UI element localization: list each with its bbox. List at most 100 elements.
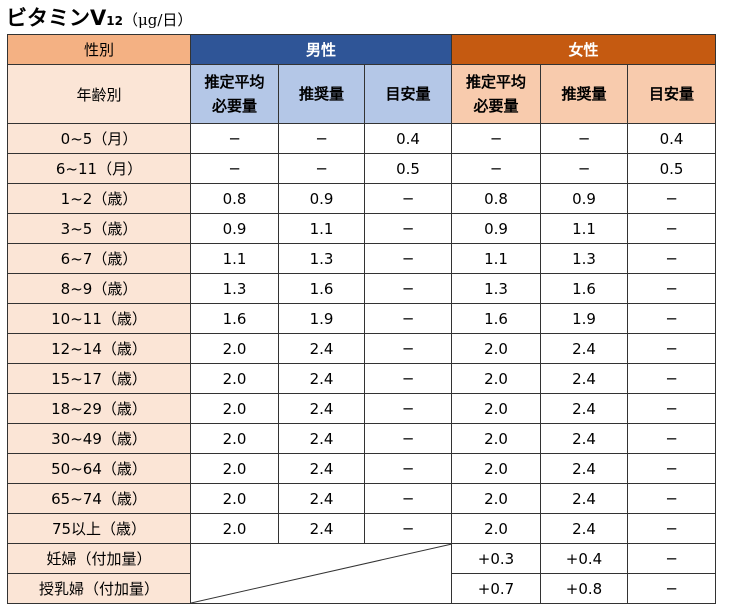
male-col-rda: 推奨量 [278,64,365,124]
male-value-cell: 2.4 [278,423,365,454]
female-extra-value-cell: ─ [627,543,716,574]
male-value-cell: ─ [190,153,279,184]
table-row: 8~9（歳） 1.3 1.6 ─ 1.3 1.6 ─ [7,273,716,304]
age-group-label: 8~9（歳） [7,273,191,304]
diagonal-slash [191,544,451,603]
female-col-ear-label: 推定平均必要量 [465,73,526,115]
female-value-cell: ─ [451,153,541,184]
table-row: 15~17（歳） 2.0 2.4 ─ 2.0 2.4 ─ [7,363,716,394]
female-col-rda: 推奨量 [540,64,628,124]
table-row: 3~5（歳） 0.9 1.1 ─ 0.9 1.1 ─ [7,213,716,244]
male-value-cell: 2.0 [190,483,279,514]
age-group-label: 15~17（歳） [7,363,191,394]
male-value-cell: ─ [364,183,452,214]
male-header: 男性 [190,34,452,65]
male-value-cell: ─ [364,393,452,424]
table-row: 18~29（歳） 2.0 2.4 ─ 2.0 2.4 ─ [7,393,716,424]
table-row-extra: 妊婦（付加量） +0.3 +0.4 ─ [7,543,716,604]
header-row-sex: 性別 男性 女性 [7,34,716,65]
male-value-cell: 2.0 [190,333,279,364]
female-value-cell: 0.9 [540,183,628,214]
male-value-cell: 2.4 [278,513,365,544]
female-value-cell: ─ [627,453,716,484]
female-value-cell: 2.4 [540,363,628,394]
female-value-cell: 0.5 [627,153,716,184]
female-value-cell: ─ [627,273,716,304]
female-value-cell: 2.0 [451,483,541,514]
table-row: 0~5（月） ─ ─ 0.4 ─ ─ 0.4 [7,123,716,154]
female-value-cell: 2.0 [451,513,541,544]
male-value-cell: ─ [278,153,365,184]
age-group-label: 6~7（歳） [7,243,191,274]
male-value-cell: ─ [278,123,365,154]
female-extra-value-cell: +0.3 [451,543,541,574]
title-subscript: 12 [106,14,123,28]
female-value-cell: 1.6 [451,303,541,334]
female-extra-value-cell: +0.4 [540,543,628,574]
female-value-cell: 0.4 [627,123,716,154]
female-value-cell: 2.4 [540,513,628,544]
table-row: 65~74（歳） 2.0 2.4 ─ 2.0 2.4 ─ [7,483,716,514]
female-value-cell: ─ [627,363,716,394]
table-row: 12~14（歳） 2.0 2.4 ─ 2.0 2.4 ─ [7,333,716,364]
male-value-cell: 2.4 [278,453,365,484]
table-row: 50~64（歳） 2.0 2.4 ─ 2.0 2.4 ─ [7,453,716,484]
age-group-label: 0~5（月） [7,123,191,154]
title-main: ビタミンV [6,6,107,30]
female-value-cell: ─ [627,483,716,514]
female-value-cell: 2.4 [540,333,628,364]
female-value-cell: 2.0 [451,333,541,364]
male-col-ear: 推定平均必要量 [190,64,279,124]
male-value-cell: 1.3 [278,243,365,274]
table-row: 1~2（歳） 0.8 0.9 ─ 0.8 0.9 ─ [7,183,716,214]
age-label-cell: 年齢別 [7,64,191,124]
female-value-cell: 1.1 [451,243,541,274]
male-value-cell: 1.3 [190,273,279,304]
male-not-applicable-cell [190,543,452,604]
extra-group-label: 妊婦（付加量） [7,543,191,574]
age-group-label: 12~14（歳） [7,333,191,364]
female-col-ai: 目安量 [627,64,716,124]
extra-group-label: 授乳婦（付加量） [7,573,191,604]
age-group-label: 75以上（歳） [7,513,191,544]
female-col-ear: 推定平均必要量 [451,64,541,124]
page-title: ビタミンV12（μg/日） [6,4,192,32]
male-col-ai: 目安量 [364,64,452,124]
female-value-cell: 1.9 [540,303,628,334]
male-value-cell: 2.0 [190,513,279,544]
male-value-cell: 2.0 [190,423,279,454]
male-value-cell: 1.1 [190,243,279,274]
male-value-cell: ─ [364,423,452,454]
male-value-cell: ─ [364,363,452,394]
female-extra-value-cell: +0.7 [451,573,541,604]
title-unit: （μg/日） [122,11,193,29]
female-value-cell: 1.3 [540,243,628,274]
male-value-cell: 2.4 [278,363,365,394]
male-value-cell: ─ [190,123,279,154]
table-row-extra: 授乳婦（付加量） +0.7 +0.8 ─ [7,573,716,604]
age-group-label: 3~5（歳） [7,213,191,244]
female-header: 女性 [451,34,716,65]
male-value-cell: ─ [364,333,452,364]
male-value-cell: ─ [364,453,452,484]
female-value-cell: 2.0 [451,453,541,484]
male-value-cell: ─ [364,213,452,244]
age-group-label: 6~11（月） [7,153,191,184]
female-value-cell: ─ [627,423,716,454]
table-row: 30~49（歳） 2.0 2.4 ─ 2.0 2.4 ─ [7,423,716,454]
female-value-cell: 0.8 [451,183,541,214]
male-value-cell: 2.4 [278,333,365,364]
male-value-cell: ─ [364,303,452,334]
age-group-label: 65~74（歳） [7,483,191,514]
diagonal-line [191,544,451,603]
header-row-cols: 年齢別 推定平均必要量 推奨量 目安量 推定平均必要量 推奨量 目安量 [7,64,716,124]
male-value-cell: 1.9 [278,303,365,334]
table-row: 75以上（歳） 2.0 2.4 ─ 2.0 2.4 ─ [7,513,716,544]
female-value-cell: ─ [627,393,716,424]
male-value-cell: 2.0 [190,453,279,484]
female-value-cell: ─ [627,303,716,334]
age-group-label: 10~11（歳） [7,303,191,334]
male-value-cell: ─ [364,273,452,304]
male-value-cell: 0.9 [278,183,365,214]
male-value-cell: 2.4 [278,393,365,424]
